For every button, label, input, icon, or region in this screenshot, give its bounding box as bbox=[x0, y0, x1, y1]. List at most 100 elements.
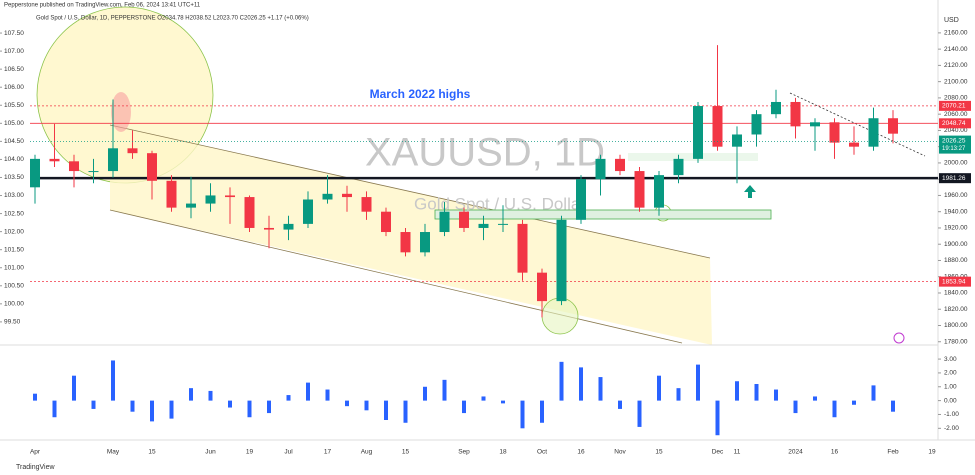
y-tick-label: 1800.00 bbox=[944, 322, 968, 329]
indicator-tick-label: -1.00 bbox=[944, 411, 959, 418]
indicator-bar bbox=[696, 364, 700, 401]
y-tick-label: 2160.00 bbox=[944, 30, 968, 37]
y2-tick-label: 104.50 bbox=[4, 138, 24, 145]
indicator-bar bbox=[384, 400, 388, 420]
indicator-bar bbox=[130, 400, 135, 412]
y-tick-label: 1780.00 bbox=[944, 338, 968, 345]
x-tick-label: Jul bbox=[284, 449, 293, 456]
indicator-bar bbox=[579, 367, 583, 401]
indicator-tick-label: 1.00 bbox=[944, 383, 957, 390]
y-tick-label: 2140.00 bbox=[944, 46, 968, 53]
indicator-bar bbox=[91, 400, 96, 409]
indicator-bar bbox=[267, 400, 271, 414]
currency: USD bbox=[944, 17, 959, 24]
candle-body bbox=[829, 122, 840, 143]
indicator-bar bbox=[442, 379, 447, 401]
indicator-bar bbox=[208, 390, 213, 401]
y2-tick-label: 104.00 bbox=[4, 156, 24, 163]
indicator-bar bbox=[735, 381, 739, 401]
candle-body bbox=[49, 158, 60, 162]
candle-body bbox=[478, 223, 489, 228]
price-level-box bbox=[939, 276, 971, 287]
indicator-bar bbox=[774, 389, 778, 401]
x-tick-label: 2024 bbox=[788, 449, 803, 456]
y-tick-label: 1820.00 bbox=[944, 306, 968, 313]
y2-tick-label: 99.50 bbox=[4, 319, 21, 326]
candle-body bbox=[771, 101, 781, 115]
indicator-tick-label: 3.00 bbox=[944, 356, 957, 363]
annotation: March 2022 highs bbox=[370, 87, 471, 101]
candle-body bbox=[751, 114, 762, 135]
candle-body bbox=[790, 101, 801, 127]
watermark-sub: Gold Spot / U.S. Dollar bbox=[414, 194, 586, 213]
candle-body bbox=[166, 180, 177, 208]
indicator-bar bbox=[306, 382, 310, 401]
candle-body bbox=[498, 223, 508, 225]
watermark: XAUUSD, 1D bbox=[365, 131, 605, 175]
candle-body bbox=[712, 106, 723, 147]
candle-body bbox=[400, 232, 411, 253]
y2-tick-label: 101.00 bbox=[4, 264, 24, 271]
y2-tick-label: 107.00 bbox=[4, 48, 24, 55]
candle-body bbox=[459, 211, 469, 228]
footer: TradingView bbox=[16, 464, 55, 471]
candle-body bbox=[693, 106, 703, 159]
candle-body bbox=[634, 171, 645, 208]
y2-tick-label: 102.00 bbox=[4, 228, 24, 235]
x-tick-label: 15 bbox=[402, 449, 410, 456]
channel-line bbox=[109, 124, 711, 259]
y-tick-label: 1840.00 bbox=[944, 290, 968, 297]
indicator-bar bbox=[345, 400, 349, 407]
indicator-bar bbox=[52, 400, 57, 418]
price-level-label: 2048.74 bbox=[942, 120, 966, 127]
channel-line bbox=[109, 209, 683, 344]
candle-body bbox=[576, 179, 586, 220]
y2-tick-label: 105.50 bbox=[4, 102, 24, 109]
indicator-bar bbox=[462, 400, 466, 414]
candle-body bbox=[595, 158, 606, 180]
candle-body bbox=[615, 158, 625, 172]
indicator-bar bbox=[793, 400, 798, 414]
indicator-bar bbox=[325, 389, 330, 401]
x-tick-label: 15 bbox=[148, 449, 156, 456]
candle-body bbox=[322, 193, 333, 200]
candle-body bbox=[225, 195, 235, 198]
y2-tick-label: 105.00 bbox=[4, 120, 24, 127]
candle-body bbox=[205, 195, 216, 204]
x-tick-label: 16 bbox=[831, 449, 839, 456]
indicator-bar bbox=[754, 384, 759, 401]
x-tick-label: 16 bbox=[577, 449, 585, 456]
y-tick-label: 1960.00 bbox=[944, 192, 968, 199]
indicator-bar bbox=[481, 396, 486, 401]
indicator-bar bbox=[852, 400, 856, 405]
candle-body bbox=[556, 219, 567, 302]
price-level-box bbox=[939, 173, 971, 184]
candle-body bbox=[381, 211, 391, 233]
candle-body bbox=[849, 142, 859, 147]
x-tick-label: 19 bbox=[246, 449, 254, 456]
y-tick-label: 2080.00 bbox=[944, 95, 968, 102]
price-level-label: 1853.94 bbox=[942, 278, 966, 285]
indicator-bar bbox=[676, 388, 681, 401]
publisher: Pepperstone published on TradingView.com… bbox=[4, 3, 201, 9]
indicator-bar bbox=[598, 377, 603, 401]
y-tick-label: 2120.00 bbox=[944, 62, 968, 69]
indicator-bar bbox=[715, 400, 720, 436]
candle-body bbox=[439, 211, 450, 233]
y2-tick-label: 107.50 bbox=[4, 30, 24, 37]
indicator-bar bbox=[286, 395, 291, 401]
price-level-label: 1981.26 bbox=[942, 175, 966, 182]
last-price-box bbox=[939, 135, 971, 154]
indicator-bar bbox=[559, 361, 564, 401]
price-level-box bbox=[939, 118, 971, 129]
x-tick-label: 15 bbox=[655, 449, 663, 456]
candle-body bbox=[127, 148, 138, 154]
candle-body bbox=[69, 161, 79, 172]
arrow bbox=[744, 185, 756, 198]
y-tick-label: 1940.00 bbox=[944, 208, 968, 215]
candle-body bbox=[342, 193, 352, 198]
low-circle bbox=[541, 297, 579, 335]
candle-body bbox=[186, 203, 196, 208]
price-level-label: 2070.21 bbox=[942, 103, 966, 110]
